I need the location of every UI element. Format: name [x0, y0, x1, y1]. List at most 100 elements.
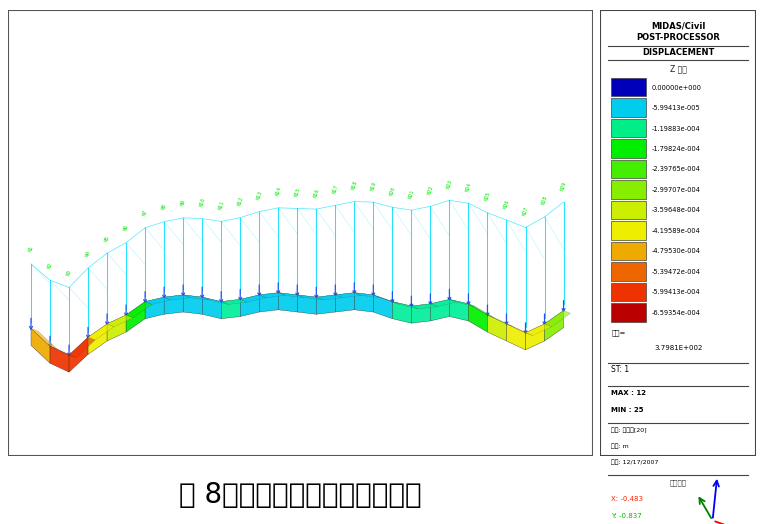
Text: -4.19589e-004: -4.19589e-004 — [652, 228, 701, 234]
Bar — [611, 78, 645, 96]
Text: -5.99413e-005: -5.99413e-005 — [652, 105, 701, 111]
Text: 3.7981E+002: 3.7981E+002 — [654, 345, 702, 351]
Polygon shape — [544, 311, 564, 341]
Text: Y: -0.837: Y: -0.837 — [611, 513, 642, 519]
Polygon shape — [354, 293, 373, 312]
Polygon shape — [335, 293, 361, 298]
Bar — [611, 201, 645, 220]
Text: N28: N28 — [540, 195, 549, 206]
Polygon shape — [278, 293, 304, 298]
Text: X: -0.483: X: -0.483 — [611, 496, 643, 502]
Text: 比例=: 比例= — [611, 330, 625, 336]
Polygon shape — [164, 295, 190, 300]
Text: N29: N29 — [559, 180, 568, 191]
Text: POST-PROCESSOR: POST-PROCESSOR — [636, 33, 720, 42]
Bar — [611, 119, 645, 137]
Text: 图 8、一次分配梁工况一挠度图: 图 8、一次分配梁工况一挠度图 — [179, 481, 422, 509]
Polygon shape — [316, 295, 342, 300]
Polygon shape — [69, 337, 95, 358]
Text: Z 方向: Z 方向 — [670, 65, 687, 74]
Text: N13: N13 — [255, 190, 263, 201]
Text: 单位: m: 单位: m — [611, 443, 629, 449]
Circle shape — [708, 507, 717, 524]
Polygon shape — [335, 293, 354, 312]
Polygon shape — [107, 315, 126, 341]
Polygon shape — [297, 295, 323, 300]
Polygon shape — [31, 329, 50, 363]
Text: N4: N4 — [84, 249, 91, 257]
Text: -1.19883e-004: -1.19883e-004 — [652, 126, 701, 132]
Text: N26: N26 — [502, 199, 510, 209]
Polygon shape — [468, 304, 487, 332]
Polygon shape — [316, 295, 335, 314]
Text: ST: 1: ST: 1 — [611, 365, 629, 375]
Text: 视口方向: 视口方向 — [670, 479, 687, 486]
Text: N15: N15 — [293, 187, 301, 198]
Text: N22: N22 — [426, 185, 434, 195]
Text: N17: N17 — [331, 184, 339, 194]
Polygon shape — [259, 293, 285, 298]
Polygon shape — [525, 324, 552, 335]
Polygon shape — [449, 299, 476, 307]
Text: -2.99707e-004: -2.99707e-004 — [652, 187, 701, 193]
Polygon shape — [354, 293, 380, 298]
Text: 文件: 钢栈桥[20]: 文件: 钢栈桥[20] — [611, 428, 647, 433]
Polygon shape — [468, 304, 495, 318]
Text: N20: N20 — [388, 185, 396, 196]
Polygon shape — [449, 299, 468, 321]
Polygon shape — [430, 299, 449, 321]
Polygon shape — [164, 295, 183, 314]
Polygon shape — [544, 311, 571, 326]
Text: N9: N9 — [180, 199, 186, 207]
Bar — [611, 242, 645, 260]
Text: N21: N21 — [407, 189, 415, 199]
Text: N12: N12 — [236, 196, 244, 206]
Text: -4.79530e-004: -4.79530e-004 — [652, 248, 701, 255]
Text: N3: N3 — [65, 269, 72, 276]
Bar — [611, 98, 645, 117]
Polygon shape — [145, 297, 164, 319]
Polygon shape — [278, 293, 297, 312]
Polygon shape — [506, 324, 533, 335]
Polygon shape — [373, 295, 392, 319]
Text: -5.99413e-004: -5.99413e-004 — [652, 289, 701, 296]
Polygon shape — [183, 295, 202, 314]
Text: MIDAS/Civil: MIDAS/Civil — [651, 21, 705, 30]
Text: N18: N18 — [350, 180, 358, 190]
Polygon shape — [221, 299, 247, 304]
Polygon shape — [88, 324, 114, 340]
Text: -1.79824e-004: -1.79824e-004 — [652, 146, 701, 152]
Text: N6: N6 — [123, 224, 129, 232]
Polygon shape — [202, 297, 221, 319]
Polygon shape — [392, 302, 411, 323]
Text: N23: N23 — [445, 179, 453, 189]
Bar — [611, 282, 645, 301]
Polygon shape — [145, 297, 171, 304]
Polygon shape — [411, 304, 430, 323]
Polygon shape — [183, 295, 209, 300]
Polygon shape — [487, 315, 506, 341]
Text: N11: N11 — [217, 200, 225, 210]
Bar — [611, 262, 645, 281]
Bar — [611, 139, 645, 158]
Bar — [611, 303, 645, 322]
Polygon shape — [88, 324, 107, 354]
Text: DISPLACEMENT: DISPLACEMENT — [642, 48, 714, 57]
Text: N16: N16 — [312, 188, 320, 198]
Polygon shape — [126, 302, 145, 332]
Bar — [611, 180, 645, 199]
Polygon shape — [297, 295, 316, 314]
Polygon shape — [392, 302, 419, 309]
Text: MIN : 25: MIN : 25 — [611, 407, 644, 413]
Polygon shape — [411, 304, 438, 309]
Polygon shape — [126, 302, 152, 318]
Polygon shape — [69, 337, 88, 372]
Polygon shape — [50, 346, 69, 372]
Polygon shape — [525, 324, 544, 350]
Text: -6.59354e-004: -6.59354e-004 — [652, 310, 701, 316]
Text: 日期: 12/17/2007: 日期: 12/17/2007 — [611, 459, 659, 465]
Bar — [611, 160, 645, 178]
Polygon shape — [221, 299, 240, 319]
Polygon shape — [240, 295, 259, 316]
Polygon shape — [430, 299, 457, 307]
